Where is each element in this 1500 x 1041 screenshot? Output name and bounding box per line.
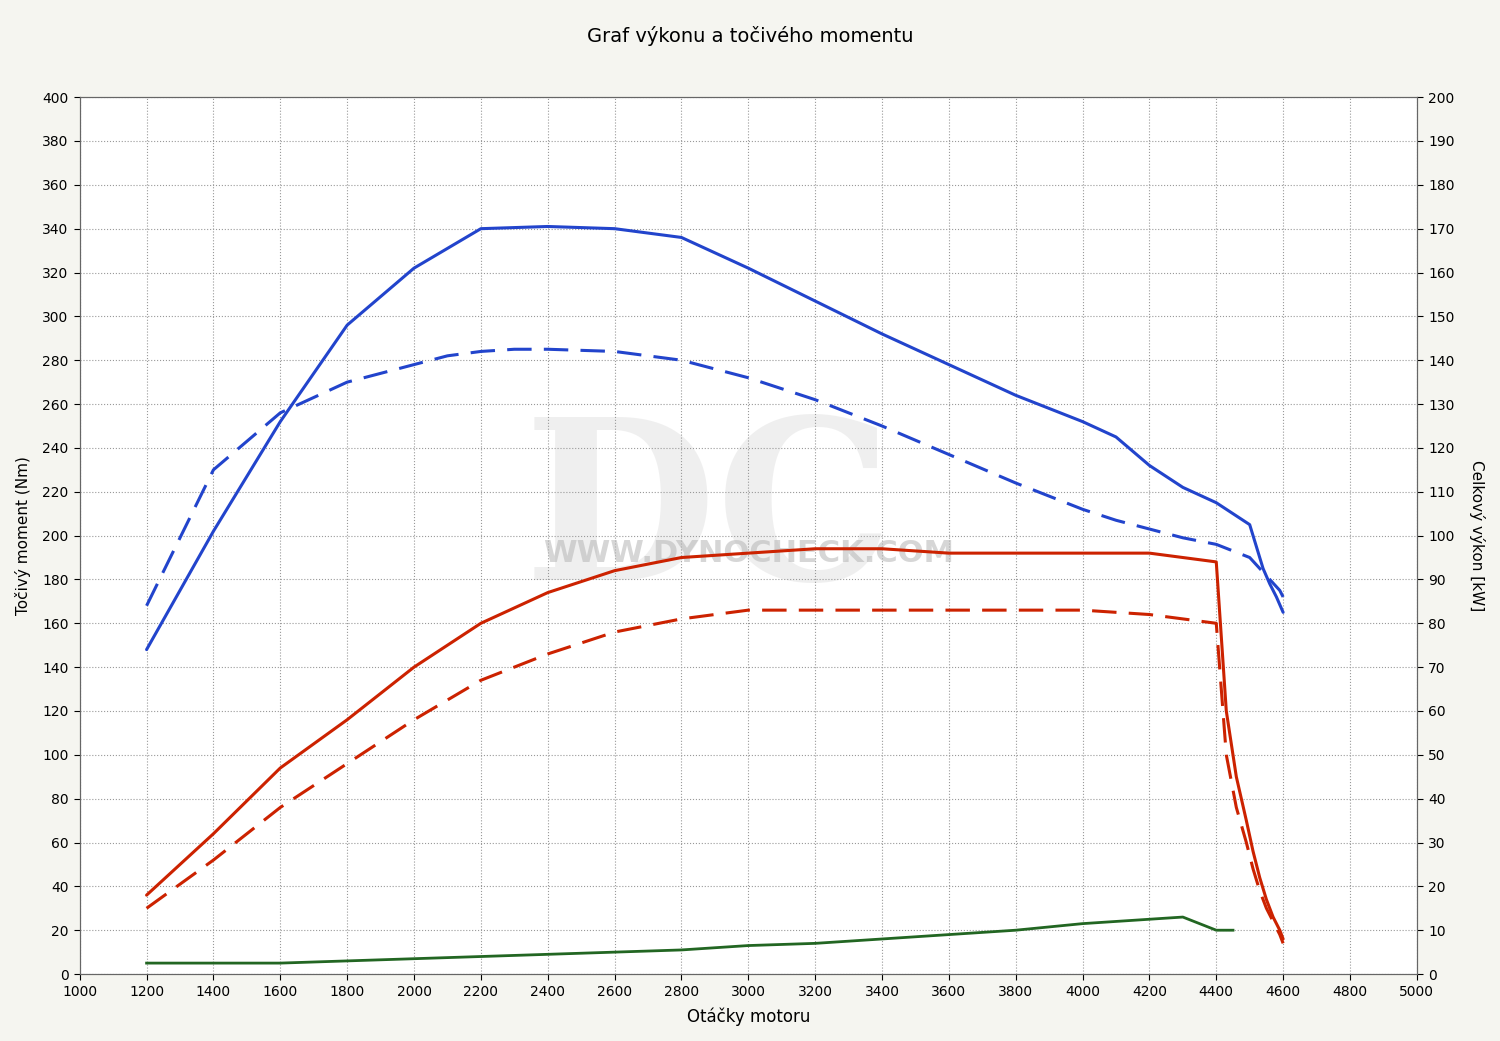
Text: DC: DC bbox=[524, 410, 892, 626]
Y-axis label: Točivý moment (Nm): Točivý moment (Nm) bbox=[15, 456, 32, 615]
Text: Graf výkonu a točivého momentu: Graf výkonu a točivého momentu bbox=[586, 26, 914, 46]
Y-axis label: Celkový výkon [kW]: Celkový výkon [kW] bbox=[1468, 460, 1485, 611]
X-axis label: Otáčky motoru: Otáčky motoru bbox=[687, 1008, 810, 1026]
Text: WWW.DYNOCHECK.COM: WWW.DYNOCHECK.COM bbox=[543, 538, 954, 567]
